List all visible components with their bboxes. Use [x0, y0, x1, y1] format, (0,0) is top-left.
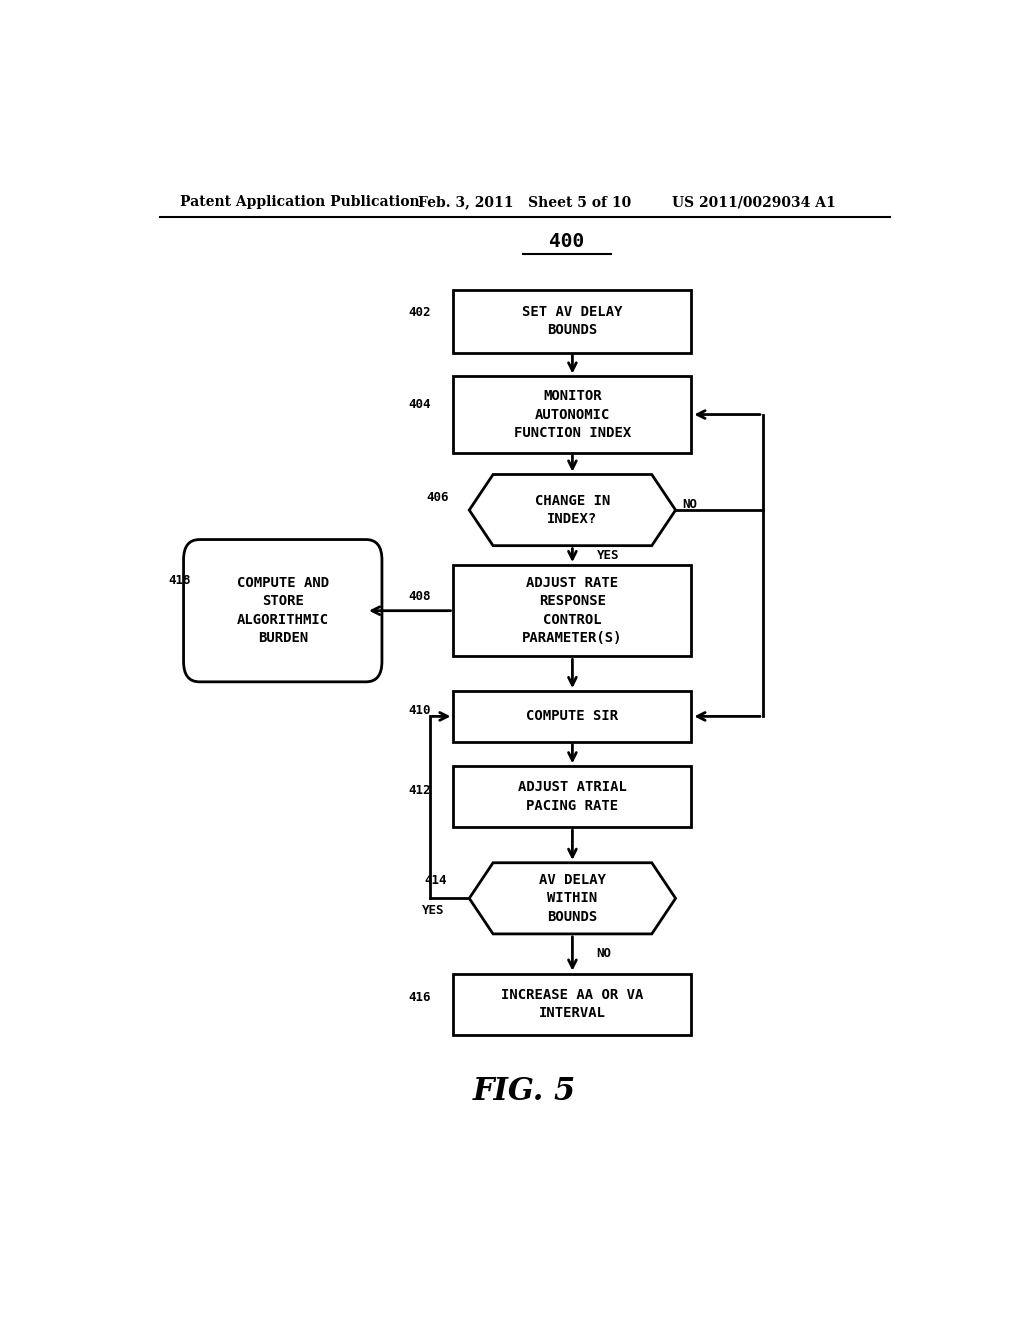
Text: NO: NO	[682, 499, 697, 511]
Text: 406: 406	[426, 491, 449, 504]
Polygon shape	[469, 863, 676, 935]
FancyBboxPatch shape	[183, 540, 382, 682]
Text: 418: 418	[168, 574, 190, 586]
Text: 402: 402	[409, 306, 431, 319]
Text: SET AV DELAY
BOUNDS: SET AV DELAY BOUNDS	[522, 305, 623, 337]
Text: 416: 416	[409, 991, 431, 1005]
Text: MONITOR
AUTONOMIC
FUNCTION INDEX: MONITOR AUTONOMIC FUNCTION INDEX	[514, 389, 631, 440]
FancyBboxPatch shape	[454, 289, 691, 352]
Text: 404: 404	[409, 397, 431, 411]
Text: 412: 412	[409, 784, 431, 797]
Text: ADJUST RATE
RESPONSE
CONTROL
PARAMETER(S): ADJUST RATE RESPONSE CONTROL PARAMETER(S…	[522, 576, 623, 645]
Text: YES: YES	[422, 904, 444, 917]
Text: 408: 408	[409, 590, 431, 603]
Text: Feb. 3, 2011   Sheet 5 of 10: Feb. 3, 2011 Sheet 5 of 10	[418, 195, 631, 209]
FancyBboxPatch shape	[454, 376, 691, 453]
Text: US 2011/0029034 A1: US 2011/0029034 A1	[672, 195, 836, 209]
Text: AV DELAY
WITHIN
BOUNDS: AV DELAY WITHIN BOUNDS	[539, 873, 606, 924]
Text: Patent Application Publication: Patent Application Publication	[179, 195, 419, 209]
Text: 414: 414	[425, 874, 447, 887]
Text: COMPUTE SIR: COMPUTE SIR	[526, 709, 618, 723]
FancyBboxPatch shape	[454, 766, 691, 828]
Text: YES: YES	[597, 549, 620, 562]
Text: CHANGE IN
INDEX?: CHANGE IN INDEX?	[535, 494, 610, 527]
Text: INCREASE AA OR VA
INTERVAL: INCREASE AA OR VA INTERVAL	[501, 987, 644, 1020]
Polygon shape	[469, 474, 676, 545]
Text: COMPUTE AND
STORE
ALGORITHMIC
BURDEN: COMPUTE AND STORE ALGORITHMIC BURDEN	[237, 576, 329, 645]
FancyBboxPatch shape	[454, 690, 691, 742]
Text: ADJUST ATRIAL
PACING RATE: ADJUST ATRIAL PACING RATE	[518, 780, 627, 813]
FancyBboxPatch shape	[454, 565, 691, 656]
Text: FIG. 5: FIG. 5	[473, 1076, 577, 1107]
Text: NO: NO	[597, 948, 611, 960]
Text: 410: 410	[409, 704, 431, 717]
Text: 400: 400	[549, 232, 585, 251]
FancyBboxPatch shape	[454, 974, 691, 1035]
